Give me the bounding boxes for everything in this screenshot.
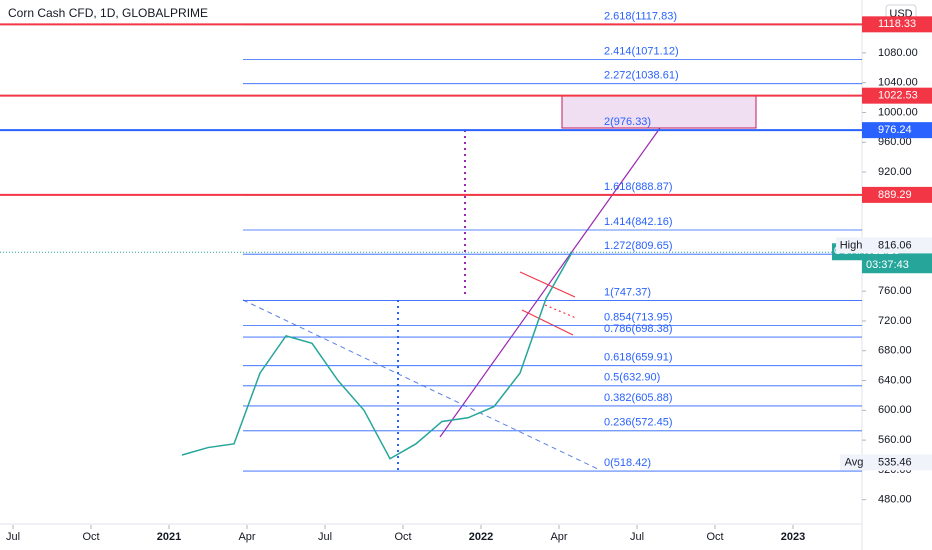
y-tick-label: 1000.00 xyxy=(878,106,918,118)
avg-value: 535.46 xyxy=(878,456,912,468)
y-tick-label: 480.00 xyxy=(878,494,912,506)
level-tag xyxy=(862,122,932,139)
y-tick-label: 760.00 xyxy=(878,285,912,297)
fib-label: 1.272(809.65) xyxy=(604,240,673,252)
x-tick-label: 2022 xyxy=(469,531,493,543)
y-tick-label: 1080.00 xyxy=(878,47,918,59)
fib-label: 0.382(605.88) xyxy=(604,392,673,404)
level-label: 976.24 xyxy=(878,124,912,136)
chart-title: Corn Cash CFD, 1D, GLOBALPRIME xyxy=(8,6,208,20)
fib-label: 1.414(842.16) xyxy=(604,216,673,228)
countdown: 03:37:43 xyxy=(866,259,909,271)
channel-line xyxy=(521,309,574,336)
fib-label: 2(976.33) xyxy=(604,116,651,128)
fib-label: 2.272(1038.61) xyxy=(604,70,679,82)
x-tick-label: Apr xyxy=(550,531,567,543)
target-box xyxy=(561,95,757,129)
x-tick-label: Jul xyxy=(318,531,332,543)
fib-label: 2.414(1071.12) xyxy=(604,45,679,57)
channel-line xyxy=(519,271,576,298)
price-line xyxy=(181,252,573,460)
y-tick-label: 920.00 xyxy=(878,166,912,178)
y-tick-label: 560.00 xyxy=(878,434,912,446)
avg-tag xyxy=(840,454,932,471)
x-tick-label: Oct xyxy=(706,531,723,543)
level-tag xyxy=(862,186,932,203)
drawings xyxy=(242,95,757,471)
level-label: 1118.33 xyxy=(878,18,916,30)
y-tick-label: 680.00 xyxy=(878,345,912,357)
y-tick-label: 960.00 xyxy=(878,136,912,148)
y-tick-label: 1040.00 xyxy=(878,77,918,89)
x-tick-label: Oct xyxy=(394,531,411,543)
fib-label: 0.618(659.91) xyxy=(604,352,673,364)
x-tick-label: 2021 xyxy=(157,531,181,543)
fib-label: 1.618(888.87) xyxy=(604,181,673,193)
level-tag xyxy=(862,16,932,33)
level-tag xyxy=(862,87,932,104)
level-label: 1022.53 xyxy=(878,90,918,102)
dashed-trend xyxy=(242,299,601,471)
fib-label: 0.5(632.90) xyxy=(604,372,660,384)
fib-label: 2.618(1117.83) xyxy=(604,11,677,23)
avg-name: Avg xyxy=(845,456,864,468)
level-label: 889.29 xyxy=(878,189,912,201)
fib-label: 1(747.37) xyxy=(604,286,651,298)
high-name: High xyxy=(840,239,863,251)
y-tick-label: 640.00 xyxy=(878,374,912,386)
fib-label: 0.786(698.38) xyxy=(604,323,673,335)
channel-line xyxy=(544,304,577,319)
x-tick-label: 2023 xyxy=(781,531,805,543)
high-tag xyxy=(836,237,932,254)
fib-label: 0.236(572.45) xyxy=(604,417,673,429)
x-tick-label: Apr xyxy=(238,531,255,543)
fib-label: 0(518.42) xyxy=(604,457,651,469)
y-tick-label: 600.00 xyxy=(878,404,912,416)
x-tick-label: Jul xyxy=(630,531,644,543)
high-value: 816.06 xyxy=(878,239,912,251)
x-tick-label: Jul xyxy=(6,531,20,543)
fib-label: 0.854(713.95) xyxy=(604,311,673,323)
y-tick-label: 720.00 xyxy=(878,315,912,327)
x-tick-label: Oct xyxy=(82,531,99,543)
